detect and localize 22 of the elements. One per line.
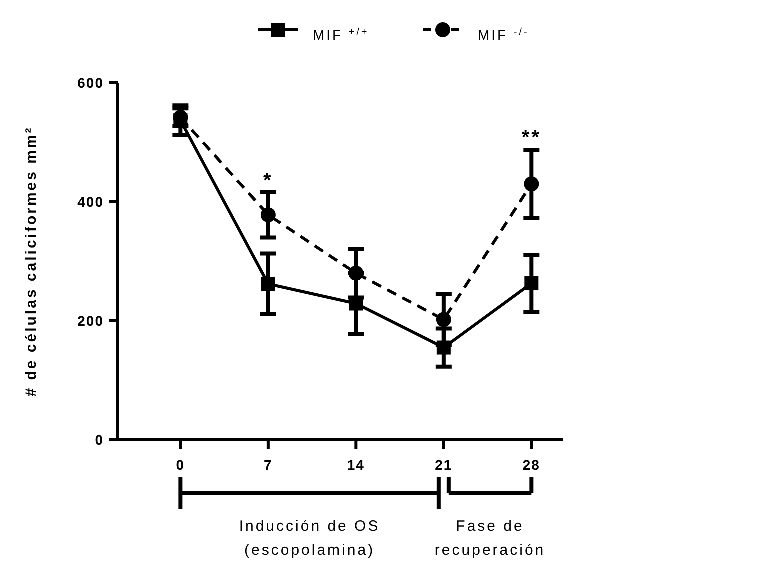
x-tick-label: 21 xyxy=(435,457,453,473)
point xyxy=(436,312,452,328)
legend-label: MIF $^{-/-}$ xyxy=(478,26,530,43)
y-axis-title: # de células caliciformes mm² xyxy=(23,126,40,397)
x-tick-label: 14 xyxy=(347,457,365,473)
point xyxy=(260,208,276,223)
y-tick-label: 200 xyxy=(78,312,104,329)
point xyxy=(524,276,539,291)
y-tick-label: 0 xyxy=(95,432,104,448)
point xyxy=(524,176,540,192)
text: Inducción de OS (escopolamina) xyxy=(239,518,380,559)
legend-label: MIF $^{+/+}$ xyxy=(313,26,370,43)
annotation: ** xyxy=(522,127,542,150)
x-tick-label: 7 xyxy=(264,457,273,473)
annotation: * xyxy=(264,170,274,192)
x-tick-label: 0 xyxy=(176,457,186,473)
text: Fase de recuperación xyxy=(434,518,546,559)
point xyxy=(261,277,276,292)
x-tick-label: 28 xyxy=(522,457,540,473)
y-tick-label: 400 xyxy=(78,194,104,210)
y-tick-label: 600 xyxy=(78,74,104,91)
point xyxy=(436,340,451,355)
